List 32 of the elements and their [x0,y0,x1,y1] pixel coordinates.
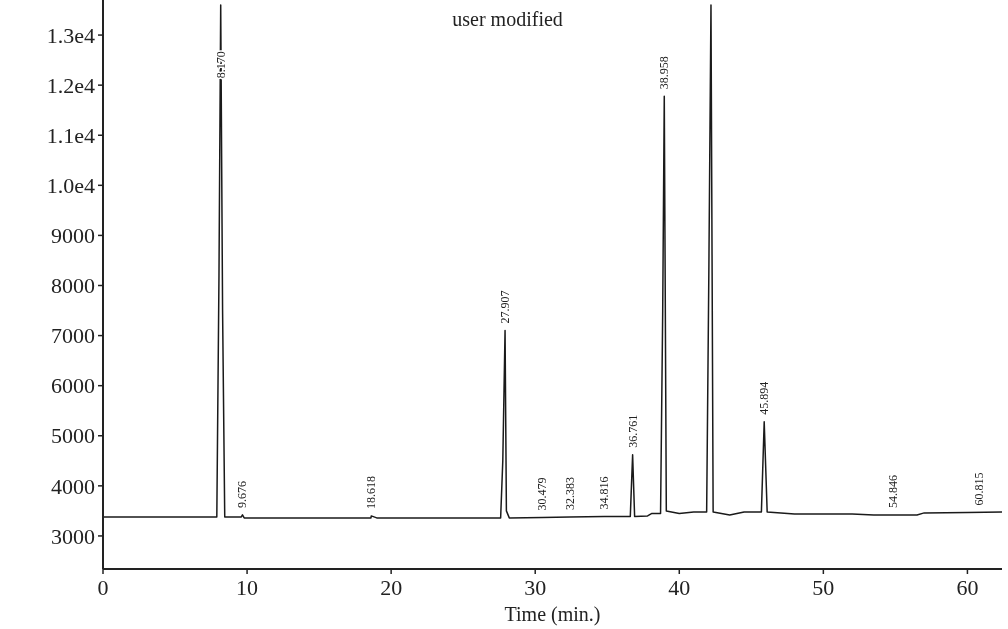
y-tick-label: 1.2e4 [46,72,95,98]
x-tick-label: 60 [956,575,979,600]
y-tick-label: 3000 [51,523,95,549]
y-tick-label: 1.3e4 [46,22,95,48]
annotation: 9.676 [235,480,250,508]
y-tick-label: 1.0e4 [46,173,95,199]
annotation: 18.618 [364,475,379,509]
x-tick-label: 50 [812,575,835,600]
annotation: 36.761 [625,414,640,448]
x-tick-label: 10 [236,575,259,600]
x-axis-title: Time (min.) [504,603,601,626]
annotation: 34.816 [597,476,612,510]
annotation: 38.958 [657,56,672,90]
annotation: 54.846 [885,474,900,508]
y-tick-label: 4000 [51,473,95,499]
annotation: 60.815 [971,472,986,506]
y-tick-label: 9000 [51,223,95,249]
y-tick-label: 1.1e4 [46,122,95,148]
annotation: 27.907 [498,290,513,324]
y-tick-label: 8000 [51,273,95,299]
x-tick-label: 40 [668,575,691,600]
annotation: 30.479 [535,477,550,511]
y-tick-label: 6000 [51,373,95,399]
x-tick-label: 30 [524,575,547,600]
annotation: 8.170 [213,51,228,79]
x-tick-label: 20 [380,575,403,600]
annotation: user modified [452,8,563,30]
y-tick-label: 5000 [51,423,95,449]
x-tick-label: 0 [97,575,109,600]
y-tick-label: 7000 [51,323,95,349]
annotation: 32.383 [562,476,577,510]
annotation: 45.894 [757,381,772,415]
